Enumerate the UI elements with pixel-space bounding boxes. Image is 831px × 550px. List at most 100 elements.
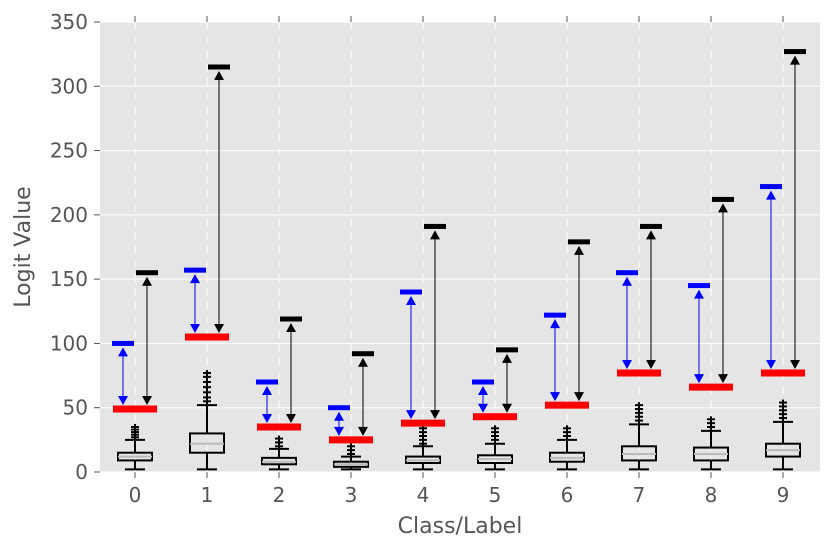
y-tick-label: 0 bbox=[75, 460, 88, 484]
blue-arrow-head-up bbox=[118, 347, 128, 357]
blue-marker bbox=[688, 283, 710, 289]
marker-group bbox=[760, 49, 806, 377]
blue-arrow-head-down bbox=[694, 374, 704, 384]
blue-marker bbox=[544, 312, 566, 318]
x-tick-label: 5 bbox=[489, 483, 502, 507]
black-arrow-head-down bbox=[574, 392, 584, 402]
blue-arrow-head-down bbox=[334, 426, 344, 436]
marker-group bbox=[328, 351, 374, 444]
blue-arrow-head-up bbox=[622, 276, 632, 286]
box-plot bbox=[405, 425, 441, 471]
plot-background bbox=[100, 22, 820, 472]
black-marker bbox=[424, 223, 446, 229]
box-plot bbox=[621, 402, 657, 471]
blue-arrow-head-down bbox=[550, 392, 560, 402]
red-marker bbox=[689, 383, 733, 391]
box-plot bbox=[765, 399, 801, 471]
blue-marker bbox=[472, 379, 494, 385]
y-tick-label: 350 bbox=[50, 10, 88, 34]
marker-group bbox=[688, 196, 734, 391]
marker-group bbox=[616, 223, 662, 377]
x-tick-label: 8 bbox=[705, 483, 718, 507]
red-marker bbox=[329, 436, 373, 444]
black-arrow-head-down bbox=[286, 414, 296, 423]
red-marker bbox=[617, 369, 661, 377]
black-arrow-head-down bbox=[142, 396, 152, 405]
red-marker bbox=[473, 413, 517, 421]
black-arrow-head-up bbox=[790, 55, 800, 65]
grid bbox=[100, 21, 820, 473]
blue-marker bbox=[256, 379, 278, 385]
marker-group bbox=[544, 239, 590, 409]
blue-marker bbox=[112, 340, 134, 346]
blue-arrow-head-down bbox=[406, 410, 416, 420]
blue-arrow-head-up bbox=[406, 296, 416, 305]
blue-arrow-head-down bbox=[622, 360, 632, 369]
blue-arrow-head-down bbox=[766, 360, 776, 369]
black-arrow-head-up bbox=[214, 71, 224, 80]
blue-arrow-head-up bbox=[334, 411, 344, 421]
black-marker bbox=[568, 239, 590, 245]
marker-group bbox=[400, 223, 446, 427]
x-axis-label: Class/Label bbox=[398, 514, 523, 539]
x-tick-label: 9 bbox=[777, 483, 790, 507]
axis-ticks: 0 50 100 150 200 250 300 350 0 1 2 3 4 5 6 7 8 9 bbox=[50, 10, 790, 507]
x-tick-label: 2 bbox=[273, 483, 286, 507]
x-tick-label: 4 bbox=[417, 483, 430, 507]
black-marker bbox=[280, 316, 302, 322]
black-arrow-head-up bbox=[358, 357, 368, 367]
black-arrow-head-down bbox=[646, 360, 656, 369]
black-arrow-head-down bbox=[790, 360, 800, 369]
red-marker bbox=[545, 401, 589, 409]
blue-marker bbox=[760, 184, 782, 190]
red-marker bbox=[761, 369, 805, 377]
blue-arrow-head-up bbox=[694, 289, 704, 299]
box-plot bbox=[477, 425, 513, 471]
black-marker bbox=[712, 196, 734, 202]
y-tick-label: 300 bbox=[50, 74, 88, 98]
x-tick-label: 3 bbox=[345, 483, 358, 507]
black-arrow-head-up bbox=[574, 245, 584, 255]
blue-marker bbox=[328, 405, 350, 411]
blue-arrow-head-up bbox=[766, 190, 776, 200]
box-plot bbox=[549, 425, 585, 471]
x-tick-label: 6 bbox=[561, 483, 574, 507]
y-axis-label: Logit Value bbox=[11, 186, 36, 307]
black-arrow-head-down bbox=[358, 426, 368, 436]
box-plot bbox=[693, 416, 729, 471]
black-arrow-head-up bbox=[142, 276, 152, 286]
black-marker bbox=[208, 64, 230, 70]
black-arrow-head-down bbox=[718, 374, 728, 384]
black-arrow-head-up bbox=[430, 230, 440, 240]
y-tick-label: 100 bbox=[50, 331, 88, 355]
marker-group bbox=[256, 316, 302, 431]
box-plot bbox=[189, 370, 225, 471]
y-tick-label: 50 bbox=[63, 396, 88, 420]
x-tick-label: 0 bbox=[129, 483, 142, 507]
black-marker bbox=[784, 49, 806, 55]
red-marker bbox=[401, 419, 445, 427]
black-arrow-head-up bbox=[286, 323, 296, 332]
blue-marker bbox=[400, 289, 422, 295]
blue-arrow-head-down bbox=[118, 396, 128, 405]
y-tick-label: 150 bbox=[50, 267, 88, 291]
black-marker bbox=[496, 347, 518, 353]
red-marker bbox=[185, 333, 229, 341]
black-arrow-head-up bbox=[718, 203, 728, 213]
black-marker bbox=[352, 351, 374, 357]
marker-group bbox=[112, 270, 158, 413]
red-marker bbox=[113, 405, 157, 413]
black-arrow-head-down bbox=[214, 324, 224, 333]
blue-arrow-head-down bbox=[478, 403, 488, 413]
red-marker bbox=[257, 423, 301, 431]
y-tick-label: 200 bbox=[50, 203, 88, 227]
box-plot bbox=[117, 424, 153, 471]
black-marker bbox=[136, 270, 158, 276]
y-tick-label: 250 bbox=[50, 139, 88, 163]
blue-arrow-head-up bbox=[478, 386, 488, 395]
blue-arrow-head-up bbox=[190, 274, 200, 284]
blue-arrow-head-up bbox=[262, 386, 272, 395]
marker-group bbox=[184, 64, 230, 341]
blue-arrow-head-down bbox=[190, 324, 200, 333]
black-marker bbox=[640, 223, 662, 229]
